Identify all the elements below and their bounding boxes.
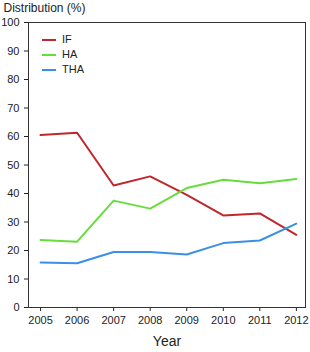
- svg-text:10: 10: [7, 273, 19, 285]
- svg-text:30: 30: [7, 216, 19, 228]
- svg-text:40: 40: [7, 187, 19, 199]
- svg-text:2006: 2006: [65, 314, 89, 326]
- svg-text:80: 80: [7, 73, 19, 85]
- html-text:IF: IF: [62, 33, 72, 45]
- svg-text:2011: 2011: [248, 314, 272, 326]
- svg-text:2008: 2008: [138, 314, 162, 326]
- svg-text:2010: 2010: [211, 314, 235, 326]
- svg-text:Distribution (%): Distribution (%): [4, 1, 86, 15]
- svg-text:60: 60: [7, 130, 19, 142]
- html-text:THA: THA: [62, 63, 84, 75]
- svg-text:20: 20: [7, 244, 19, 256]
- svg-text:50: 50: [7, 159, 19, 171]
- svg-text:2005: 2005: [28, 314, 52, 326]
- svg-text:100: 100: [1, 16, 19, 28]
- svg-text:0: 0: [13, 301, 19, 313]
- svg-text:2012: 2012: [284, 314, 308, 326]
- svg-text:90: 90: [7, 45, 19, 57]
- svg-text:2007: 2007: [101, 314, 125, 326]
- svg-text:70: 70: [7, 102, 19, 114]
- html-text:HA: HA: [62, 48, 78, 60]
- svg-text:Year: Year: [153, 333, 182, 349]
- svg-text:2009: 2009: [174, 314, 198, 326]
